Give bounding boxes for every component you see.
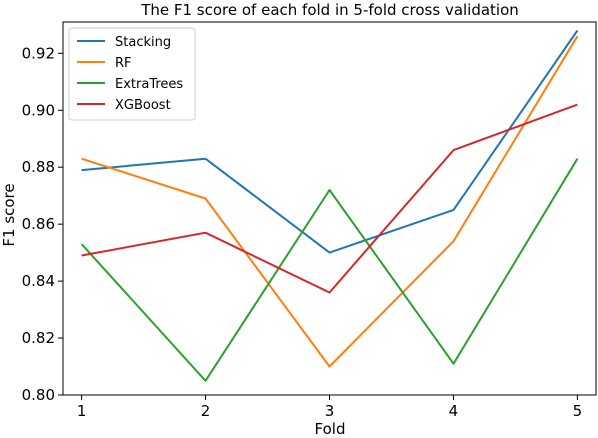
legend-label: Stacking — [115, 35, 171, 50]
series-line-extratrees — [80, 158, 579, 382]
plot-frame — [62, 21, 597, 396]
y-tick-label: 0.88 — [22, 158, 55, 176]
y-tick-label: 0.80 — [22, 386, 55, 404]
x-tick-label: 2 — [201, 402, 211, 420]
series-line-rf — [81, 35, 579, 368]
legend-label: XGBoost — [115, 98, 171, 113]
series-line-xgboost — [81, 103, 578, 294]
legend-label: RF — [115, 56, 132, 71]
y-axis-label: F1 score — [0, 183, 18, 246]
series-layer — [80, 29, 579, 382]
x-tick-label: 1 — [77, 402, 87, 420]
y-tick-label: 0.90 — [22, 101, 55, 119]
x-tick-label: 4 — [449, 402, 459, 420]
legend-box — [68, 27, 196, 121]
ticks-layer: 0.80 0.82 0.84 0.86 0.88 0.90 0.92 1 2 3 4 5 — [22, 44, 583, 420]
y-tick-label: 0.82 — [22, 329, 55, 347]
y-tick-label: 0.86 — [22, 215, 55, 233]
legend: Stacking RF ExtraTrees XGBoost — [68, 27, 196, 121]
y-tick-label: 0.92 — [22, 44, 55, 62]
y-tick-label: 0.84 — [22, 272, 55, 290]
x-axis-label: Fold — [315, 420, 346, 438]
x-tick-label: 5 — [573, 402, 583, 420]
chart-title: The F1 score of each fold in 5-fold cros… — [140, 1, 519, 19]
series-line-stacking — [81, 29, 579, 254]
x-tick-label: 3 — [325, 402, 335, 420]
legend-label: ExtraTrees — [115, 77, 183, 92]
